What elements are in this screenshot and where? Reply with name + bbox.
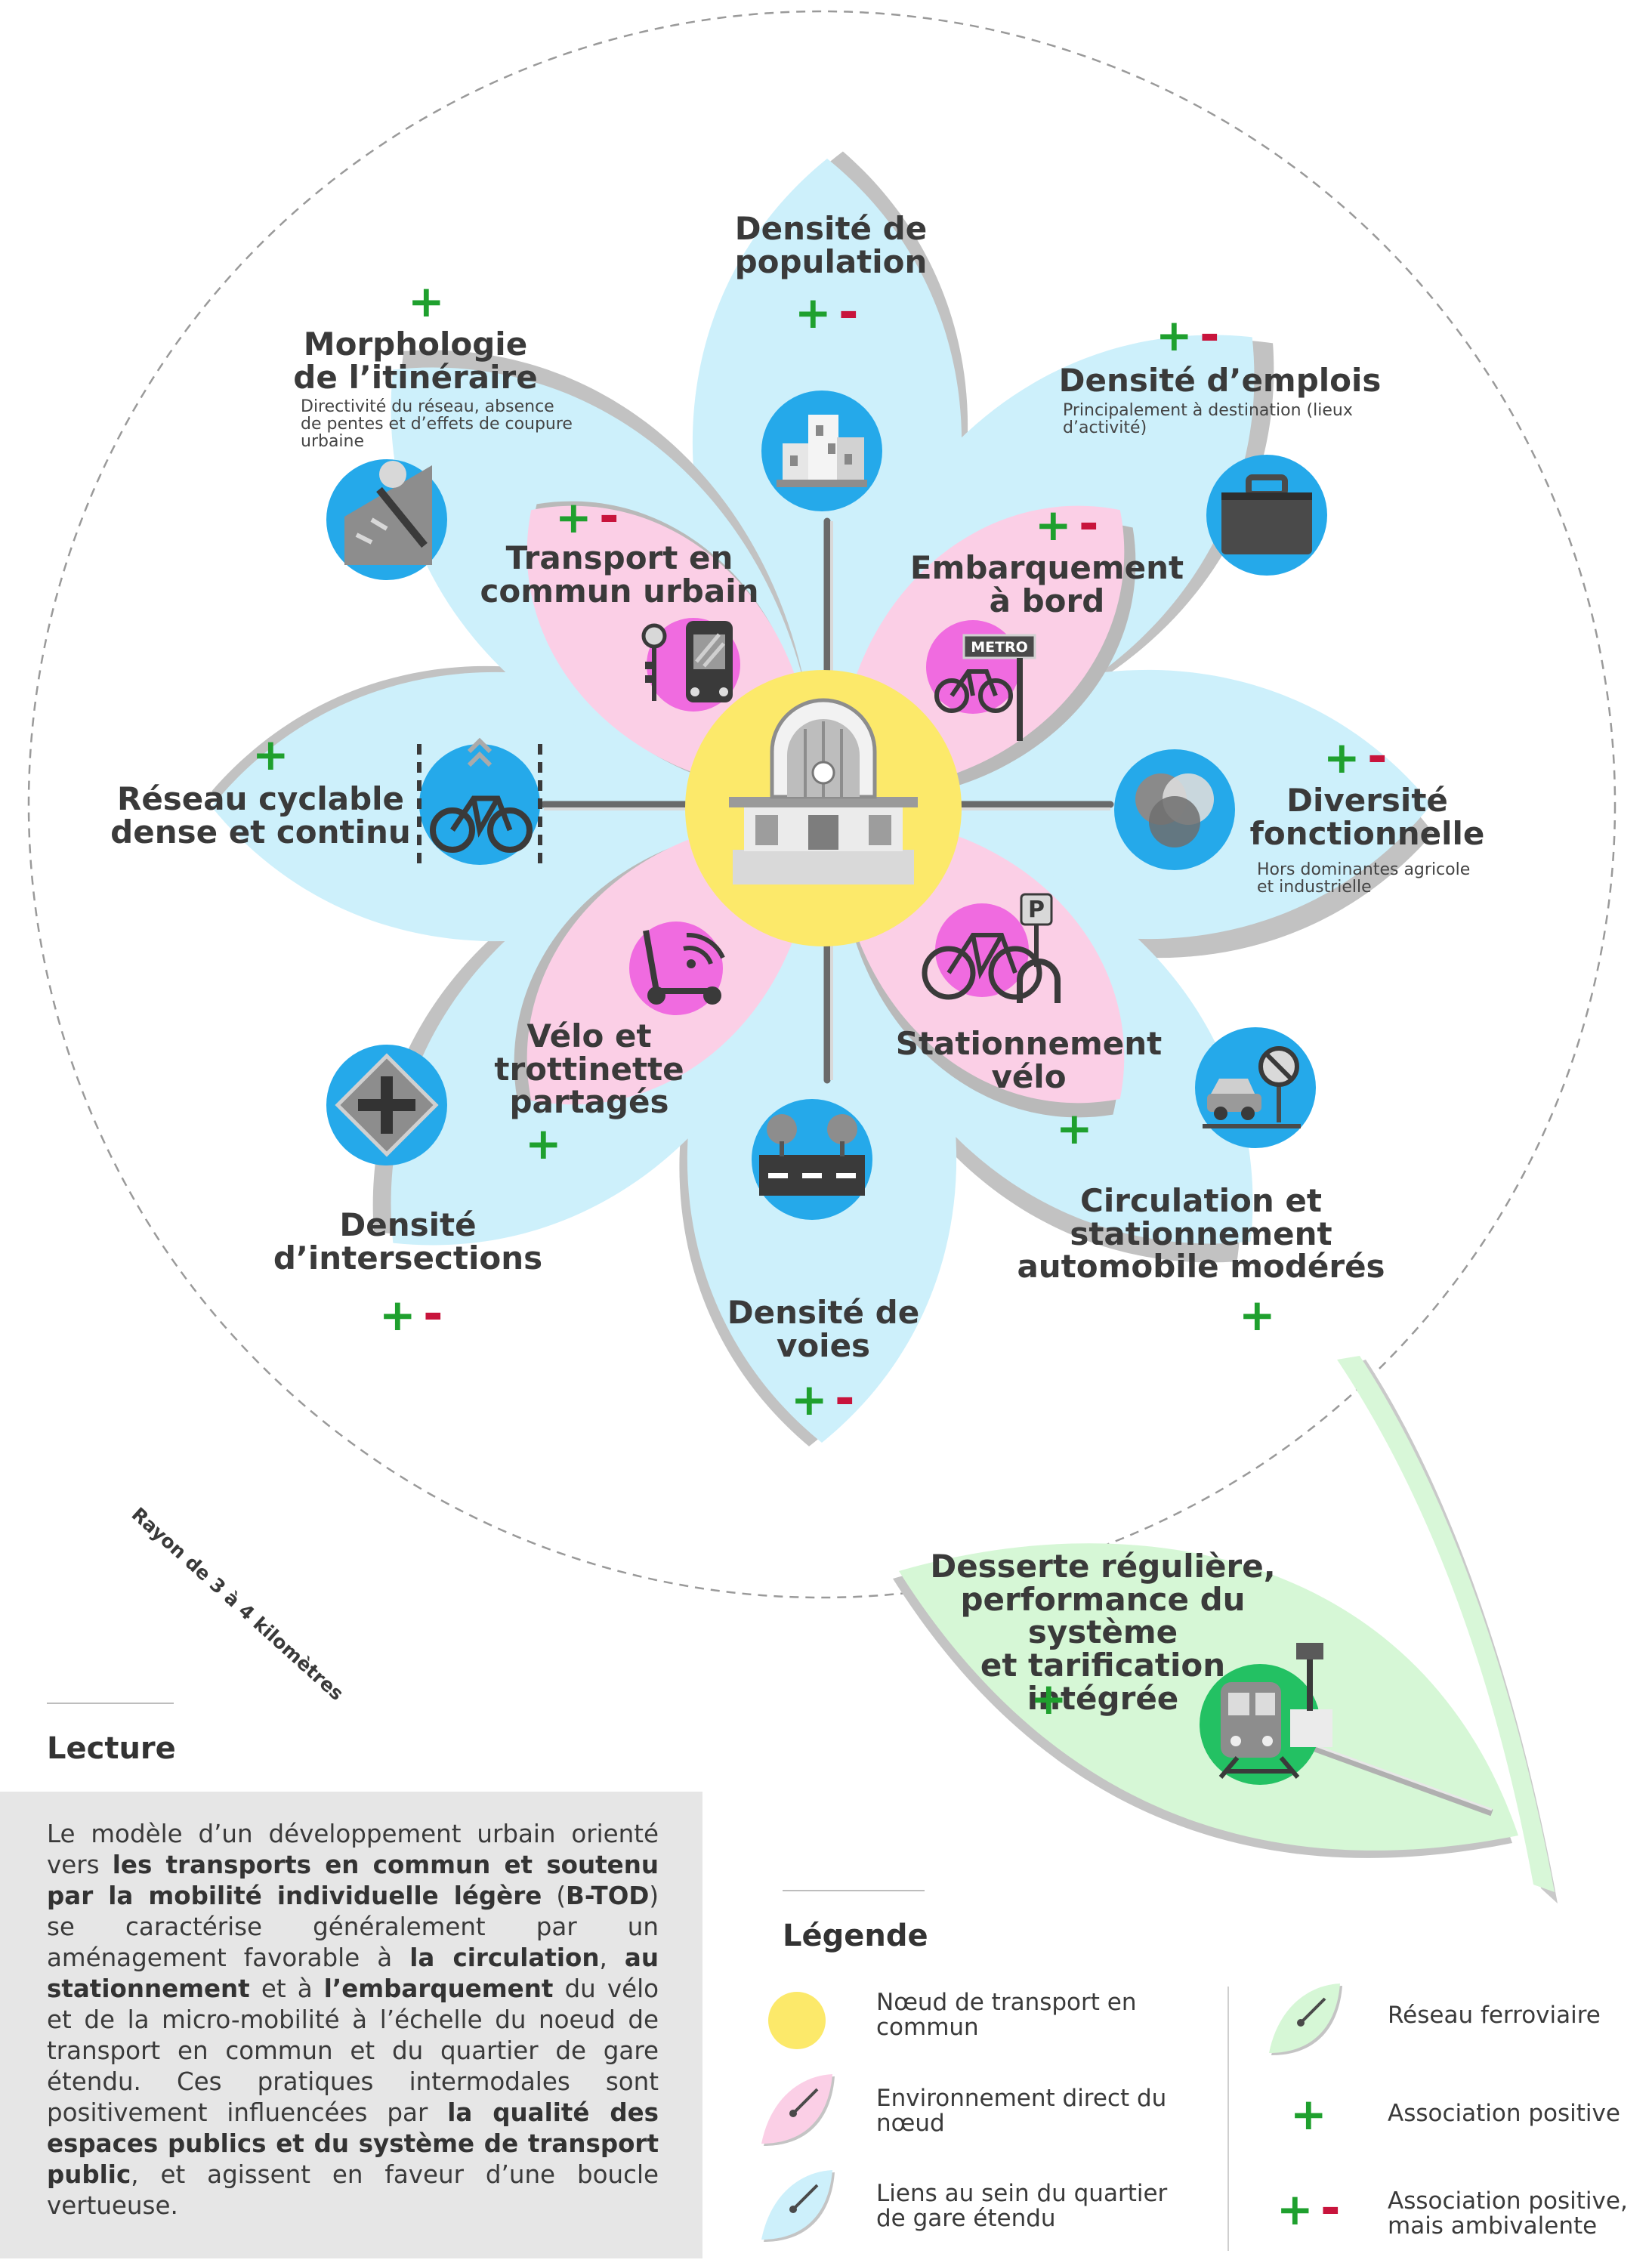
- lecture-run: l’embarquement: [323, 1974, 554, 2003]
- legend-label-district: Liens au sein du quartier de gare étendu: [876, 2180, 1168, 2233]
- title-tc-urbain: Transport en commun urbain: [480, 539, 759, 610]
- title-population: Densité de population: [734, 210, 928, 280]
- minus-emplois: -: [1200, 307, 1220, 363]
- plus-stationnement-velo: +: [1056, 1103, 1093, 1154]
- metro-bike-icon: METRO: [926, 620, 1036, 741]
- legend-label-positive-ambivalent: Association positive, mais ambivalente: [1388, 2187, 1628, 2240]
- lecture-run: ,: [599, 1943, 625, 1972]
- stem: [1337, 1356, 1555, 1892]
- subtitle-morphologie: Directivité du réseau, absence de pentes …: [301, 397, 573, 452]
- lecture-run: Le modèle d’un développement urbain orie…: [47, 1820, 659, 1879]
- lecture-run: au stationnement: [47, 1943, 659, 2003]
- title-voies: Densité de voies: [727, 1294, 920, 1364]
- plus-rail: +: [1030, 1673, 1067, 1724]
- title-emplois: Densité d’emplois: [1058, 362, 1382, 399]
- lecture-title: Lecture: [47, 1731, 176, 1766]
- title-automobile: Circulation et stationnement automobile mo…: [1017, 1182, 1385, 1286]
- subtitle-diversite: Hors dominantes agricole et industrielle: [1257, 860, 1471, 897]
- plus-embarquement: +: [1035, 499, 1072, 551]
- legend-title: Légende: [783, 1919, 928, 1953]
- plus-emplois: +: [1156, 310, 1193, 361]
- legend-label-positive: Association positive: [1388, 2100, 1620, 2127]
- legend-symbol-district: [761, 2170, 835, 2242]
- legend-symbol-rail: [1269, 1984, 1342, 2055]
- lecture-run: et à: [249, 1974, 324, 2003]
- lecture-box: [0, 1792, 702, 2258]
- minus-intersections: -: [423, 1286, 443, 1342]
- title-partages: Vélo et trottinette partagés: [494, 1017, 684, 1121]
- plus-automobile: +: [1239, 1289, 1276, 1341]
- plus-population: +: [795, 287, 832, 338]
- lecture-text: Le modèle d’un développement urbain orie…: [47, 1819, 659, 2221]
- minus-embarquement: -: [1079, 496, 1099, 552]
- legend-label-direct: Environnement direct du nœud: [876, 2085, 1167, 2138]
- minus-tc-urbain: -: [599, 489, 619, 545]
- lecture-run: ) se caractérise généralement par un amé…: [47, 1882, 659, 1972]
- title-embarquement: Embarquement à bord: [909, 549, 1184, 619]
- lecture-rule: [47, 1703, 174, 1704]
- title-cyclable: Réseau cyclable dense et continu: [110, 780, 411, 851]
- title-diversite: Diversité fonctionnelle: [1249, 782, 1485, 852]
- legend-symbol-positive-ambivalent-plus: +: [1277, 2184, 1314, 2235]
- venn-icon: [1114, 749, 1235, 870]
- minus-population: -: [838, 285, 859, 341]
- lecture-run: B-TOD: [566, 1882, 650, 1910]
- title-morphologie: Morphologie de l’itinéraire: [293, 326, 538, 396]
- rail-leaf-vein: [1283, 1733, 1493, 1817]
- car-no-parking-icon: [1195, 1027, 1316, 1148]
- briefcase-icon: [1206, 455, 1327, 576]
- plus-voies: +: [791, 1374, 828, 1425]
- legend-symbol-positive-ambivalent-minus: -: [1320, 2181, 1341, 2237]
- plus-partages: +: [525, 1118, 562, 1169]
- bike-lane-icon: [417, 737, 542, 865]
- scooter-wifi-icon: [629, 922, 725, 1015]
- legend-symbol-node: [768, 1992, 826, 2049]
- plus-intersections: +: [379, 1289, 416, 1341]
- train-icon: [1200, 1643, 1332, 1785]
- legend-symbol-positive: +: [1290, 2088, 1327, 2140]
- lecture-run: du vélo et de la micro-mobilité à l’éche…: [47, 1974, 659, 2127]
- bus-stop-icon: [641, 618, 740, 712]
- plus-tc-urbain: +: [555, 492, 592, 543]
- intersection-sign-icon: [326, 1045, 447, 1165]
- lecture-run: (: [542, 1882, 567, 1910]
- title-rail: Desserte régulière, performance du systèm…: [930, 1548, 1276, 1717]
- plus-cyclable: +: [252, 729, 289, 780]
- lecture-run: la circulation: [409, 1943, 600, 1972]
- lecture-run: les transports en commun et soutenu par …: [47, 1851, 659, 1910]
- lecture-run: la qualité des espaces publics et du sys…: [47, 2098, 659, 2189]
- minus-voies: -: [835, 1371, 855, 1427]
- legend-divider: [1227, 1987, 1229, 2251]
- subtitle-emplois: Principalement à destination (lieux d’act…: [1063, 401, 1353, 438]
- plus-morphologie: +: [408, 276, 445, 327]
- legend-symbol-direct: [761, 2074, 835, 2146]
- legend-label-node: Nœud de transport en commun: [876, 1989, 1137, 2042]
- buildings-icon: [761, 391, 882, 511]
- metro-sign: METRO: [971, 639, 1028, 656]
- radius-circle: [27, 10, 1616, 1599]
- bike-parking-icon: P: [922, 893, 1061, 1003]
- parking-sign: P: [1028, 897, 1045, 923]
- lecture-run: , et agissent en faveur d’une boucle ver…: [47, 2160, 659, 2220]
- legend-label-rail: Réseau ferroviaire: [1388, 2002, 1601, 2029]
- title-intersections: Densité d’intersections: [273, 1206, 543, 1277]
- slope-icon: [326, 459, 447, 580]
- title-stationnement-velo: Stationnement vélo: [895, 1025, 1163, 1095]
- road-icon: [752, 1099, 872, 1220]
- plus-diversite: +: [1323, 732, 1360, 783]
- minus-diversite: -: [1367, 729, 1388, 785]
- legend-rule: [783, 1890, 925, 1891]
- train-station-icon: [729, 698, 918, 884]
